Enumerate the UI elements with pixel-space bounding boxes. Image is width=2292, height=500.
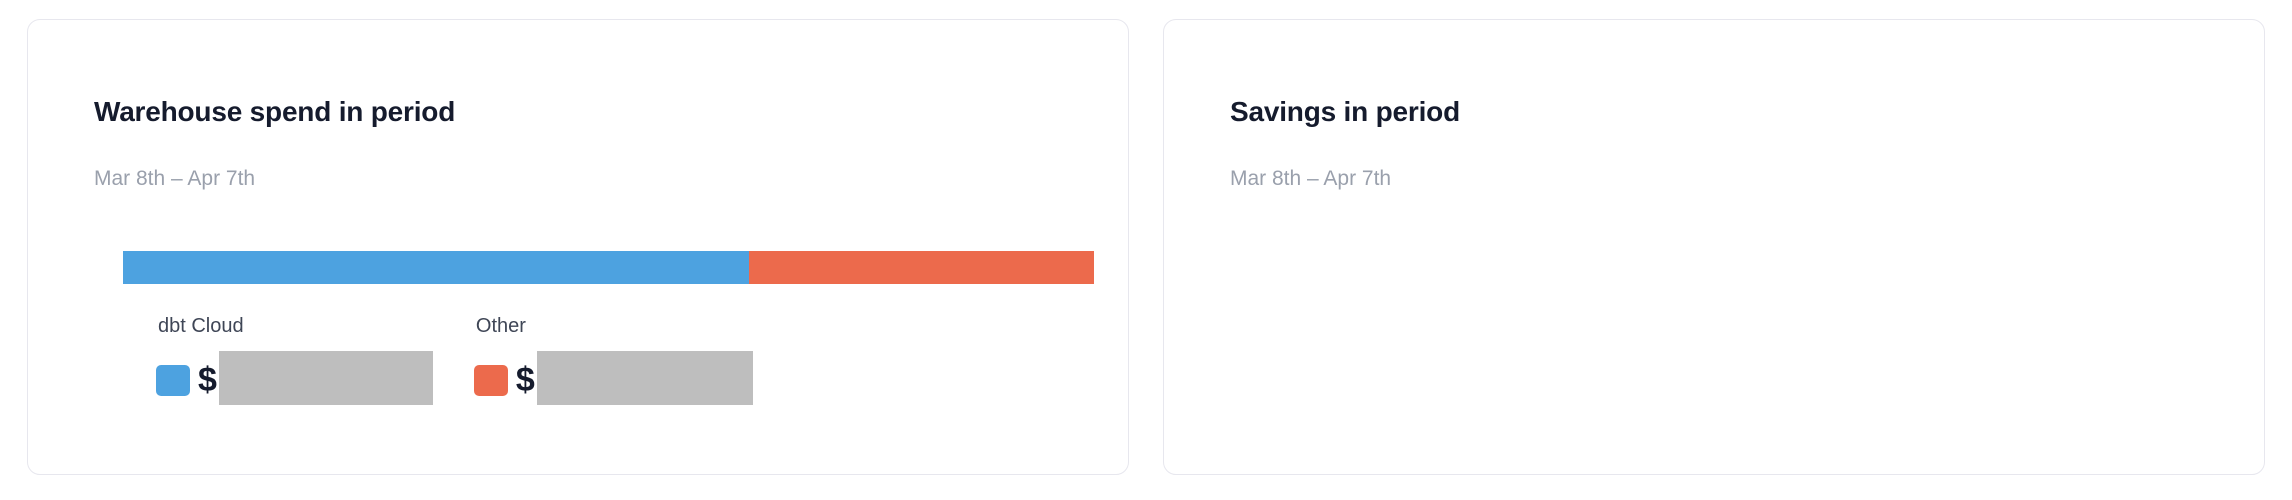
legend-value-row: $ bbox=[473, 351, 753, 405]
legend-label-other: Other bbox=[475, 315, 526, 337]
redacted-value-other bbox=[536, 351, 753, 405]
page-title: Warehouse spend in period bbox=[94, 96, 456, 127]
page-title: Savings in period bbox=[1230, 96, 1460, 127]
savings-card: Savings in period Mar 8th – Apr 7th Real… bbox=[1163, 19, 2265, 475]
legend-item-other[interactable]: Other $ bbox=[473, 315, 753, 405]
redacted-value-dbt-cloud bbox=[218, 351, 433, 405]
legend-value-row: $ bbox=[156, 351, 433, 405]
spend-legend: dbt Cloud $ Other $ bbox=[156, 316, 753, 405]
date-range-subtitle: Mar 8th – Apr 7th bbox=[94, 167, 256, 190]
bar-segment-dbt-cloud[interactable] bbox=[123, 251, 750, 284]
legend-swatch-dbt-cloud bbox=[156, 364, 190, 396]
legend-item-dbt-cloud[interactable]: dbt Cloud $ bbox=[156, 316, 433, 405]
legend-label-dbt-cloud: dbt Cloud bbox=[158, 315, 244, 337]
currency-symbol: $ bbox=[515, 361, 535, 399]
date-range-subtitle: Mar 8th – Apr 7th bbox=[1230, 167, 1392, 190]
bar-segment-other[interactable] bbox=[749, 251, 1094, 284]
legend-swatch-other bbox=[473, 364, 508, 396]
currency-symbol: $ bbox=[198, 361, 217, 399]
warehouse-spend-card: Warehouse spend in period Mar 8th – Apr … bbox=[27, 19, 1129, 475]
spend-stacked-bar bbox=[123, 251, 1094, 284]
